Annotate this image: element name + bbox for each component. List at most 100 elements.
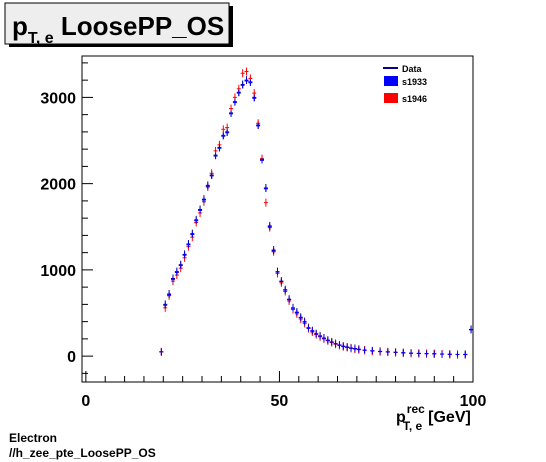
footer-line-1: Electron xyxy=(9,431,58,445)
data-point-s1933 xyxy=(178,262,183,269)
data-point-s1933 xyxy=(463,351,468,358)
data-point-s1933 xyxy=(356,346,361,353)
data-point-s1933 xyxy=(362,347,367,354)
data-point-s1933 xyxy=(393,349,398,356)
x-tick-label: 100 xyxy=(460,393,487,410)
data-point-s1933 xyxy=(337,342,342,349)
data-point-s1933 xyxy=(174,269,179,276)
data-point-s1933 xyxy=(333,340,338,347)
data-point-s1933 xyxy=(229,110,234,117)
data-point-s1933 xyxy=(306,325,311,332)
series-data xyxy=(159,76,474,359)
data-point-s1933 xyxy=(283,287,288,294)
legend-swatch-s1933 xyxy=(384,76,398,86)
data-point-s1933 xyxy=(345,344,350,351)
data-point-s1933 xyxy=(370,347,375,354)
data-point-s1933 xyxy=(325,337,330,344)
data-point-s1933 xyxy=(378,348,383,355)
data-point-s1933 xyxy=(209,172,214,179)
data-point-s1933 xyxy=(260,157,265,164)
data-point-s1946 xyxy=(263,198,268,207)
data-point-s1933 xyxy=(294,309,299,316)
legend-label-s1946: s1946 xyxy=(402,94,427,104)
x-tick-label: 50 xyxy=(271,393,289,410)
legend-label-data: Data xyxy=(402,64,423,74)
data-point-s1933 xyxy=(401,349,406,356)
y-axis: 0 1000 2000 3000 xyxy=(40,62,93,374)
data-point-s1933 xyxy=(310,328,315,335)
x-tick-label: 0 xyxy=(81,393,90,410)
data-point-s1933 xyxy=(182,252,187,259)
data-point-s1933 xyxy=(194,217,199,224)
title-box: pT, e LoosePP_OS xyxy=(4,2,233,47)
data-point-s1933 xyxy=(256,122,261,129)
legend-item-s1946: s1946 xyxy=(384,93,427,104)
series-s1933 xyxy=(159,78,474,358)
data-point-s1933 xyxy=(409,350,414,357)
data-point-s1933 xyxy=(170,276,175,283)
data-point-s1946 xyxy=(240,69,245,78)
data-point-s1933 xyxy=(198,207,203,214)
y-tick-label: 0 xyxy=(67,349,76,366)
footer-line-2: //h_zee_pte_LoosePP_OS xyxy=(9,446,156,460)
data-point-s1933 xyxy=(329,339,334,346)
data-point-s1933 xyxy=(279,278,284,285)
data-point-s1933 xyxy=(240,82,245,89)
data-point-s1933 xyxy=(432,350,437,357)
data-point-s1933 xyxy=(341,343,346,350)
data-point-s1933 xyxy=(302,319,307,326)
data-point-s1933 xyxy=(201,197,206,204)
data-point-s1933 xyxy=(205,183,210,190)
y-tick-label: 2000 xyxy=(40,177,76,194)
y-tick-label: 3000 xyxy=(40,90,76,107)
data-point-s1933 xyxy=(318,333,323,340)
data-point-s1933 xyxy=(271,247,276,254)
data-point-s1933 xyxy=(221,133,226,140)
legend-swatch-s1946 xyxy=(384,93,398,103)
data-point-s1933 xyxy=(385,348,390,355)
series-s1946 xyxy=(159,67,468,359)
data-point-s1933 xyxy=(163,302,168,309)
data-point-s1933 xyxy=(349,345,354,352)
data-point-s1933 xyxy=(314,330,319,337)
data-point-s1933 xyxy=(275,269,280,276)
data-point-s1933 xyxy=(252,95,257,102)
data-point-s1933 xyxy=(416,350,421,357)
data-point-s1933 xyxy=(469,326,474,333)
legend-item-data: Data xyxy=(383,64,423,74)
data-point-s1933 xyxy=(455,351,460,358)
data-point-s1933 xyxy=(186,241,191,248)
data-point-s1933 xyxy=(244,78,249,85)
data-point-s1933 xyxy=(213,153,218,160)
data-point-s1946 xyxy=(244,67,249,76)
x-axis-title: prec T, e [GeV] xyxy=(396,402,471,433)
legend-item-s1933: s1933 xyxy=(384,76,427,87)
data-point-s1933 xyxy=(263,185,268,192)
data-point-s1933 xyxy=(298,314,303,321)
data-point-s1933 xyxy=(352,345,357,352)
data-point-s1933 xyxy=(290,305,295,312)
data-point-s1933 xyxy=(225,129,230,136)
data-point-s1933 xyxy=(236,90,241,97)
chart-title: pT, e LoosePP_OS xyxy=(12,11,224,47)
legend: Data s1933 s1946 xyxy=(383,64,427,104)
data-point-s1933 xyxy=(217,145,222,152)
data-point-s1933 xyxy=(424,350,429,357)
data-point-s1946 xyxy=(221,125,226,134)
data-point-s1933 xyxy=(167,291,172,298)
x-axis: 0 50 100 xyxy=(81,371,486,410)
data-point-s1933 xyxy=(267,223,272,230)
y-tick-label: 1000 xyxy=(40,263,76,280)
data-point-s1933 xyxy=(232,99,237,106)
data-point-s1933 xyxy=(190,231,195,238)
data-point-s1933 xyxy=(159,348,164,355)
data-point-s1933 xyxy=(440,351,445,358)
plot-frame xyxy=(81,55,474,383)
data-point-s1933 xyxy=(287,296,292,303)
data-point-s1933 xyxy=(447,351,452,358)
legend-label-s1933: s1933 xyxy=(402,77,427,87)
footer: Electron //h_zee_pte_LoosePP_OS xyxy=(9,431,156,461)
data-point-s1933 xyxy=(321,335,326,342)
data-point-s1933 xyxy=(248,79,253,86)
